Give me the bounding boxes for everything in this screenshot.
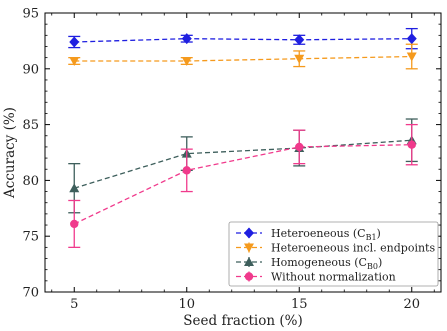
series-4 — [68, 123, 418, 249]
series-3 — [68, 118, 418, 214]
data-point — [406, 52, 417, 62]
series-layer — [68, 27, 418, 249]
legend-label: Heteroeneous (CB1) — [271, 227, 381, 242]
x-tick-label: 20 — [403, 297, 420, 312]
legend-entry-3: Homogeneous (CB0) — [236, 256, 382, 271]
data-point — [294, 34, 305, 46]
legend-label: Without normalization — [271, 271, 396, 284]
legend-marker — [244, 257, 254, 266]
series-2 — [68, 43, 418, 70]
data-point — [181, 33, 192, 45]
data-point — [70, 219, 79, 229]
legend-marker — [244, 243, 254, 253]
legend-box — [228, 221, 439, 287]
legend-marker — [244, 227, 254, 239]
y-tick-label: 70 — [22, 286, 39, 301]
series-line — [74, 139, 412, 189]
data-point — [406, 33, 417, 45]
y-tick-label: 95 — [22, 7, 39, 22]
data-point — [69, 36, 80, 48]
ticks-layer: 5 10 15 20 70 75 80 85 90 95 — [22, 7, 441, 312]
legend-marker — [244, 272, 254, 281]
legend-label: Homogeneous (CB0) — [271, 256, 382, 271]
data-point — [294, 54, 305, 64]
data-point — [69, 183, 80, 193]
legend-entry-2: Heteroeneous incl. endpoints — [236, 242, 435, 255]
data-point — [181, 56, 192, 66]
series-line — [74, 38, 412, 43]
plot-frame — [44, 12, 442, 293]
legend-label: Heteroeneous incl. endpoints — [271, 242, 435, 255]
series-line — [73, 144, 412, 225]
data-point — [407, 140, 416, 149]
y-tick-label: 90 — [22, 62, 39, 77]
x-tick-label: 10 — [178, 297, 195, 312]
legend: Heteroeneous (CB1)Heteroeneous incl. end… — [228, 221, 439, 287]
x-tick-label: 5 — [70, 297, 78, 312]
legend-entry-4: Without normalization — [236, 271, 396, 284]
series-1 — [68, 27, 418, 50]
y-axis-title: Accuracy (%) — [2, 107, 18, 199]
y-tick-label: 85 — [22, 118, 39, 133]
x-axis-title: Seed fraction (%) — [183, 313, 302, 329]
data-point — [295, 142, 304, 152]
x-tick-label: 15 — [291, 297, 308, 312]
series-line — [74, 55, 412, 62]
y-tick-label: 75 — [22, 230, 39, 245]
legend-entry-1: Heteroeneous (CB1) — [236, 227, 381, 242]
y-tick-label: 80 — [22, 174, 39, 189]
data-point — [69, 56, 80, 66]
data-point — [182, 166, 191, 175]
